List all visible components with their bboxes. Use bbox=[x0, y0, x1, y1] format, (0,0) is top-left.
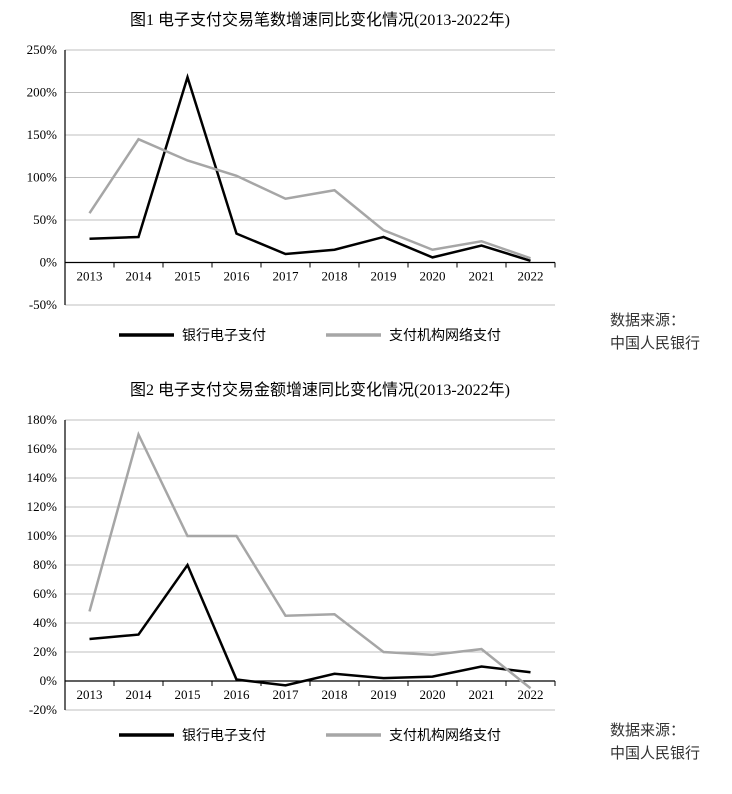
x-tick-label: 2017 bbox=[273, 687, 300, 702]
y-tick-label: 0% bbox=[40, 673, 58, 688]
x-tick-label: 2015 bbox=[175, 269, 201, 284]
y-tick-label: 180% bbox=[27, 412, 58, 427]
series-line bbox=[90, 139, 531, 258]
x-tick-label: 2017 bbox=[273, 269, 300, 284]
source-value-2: 中国人民银行 bbox=[610, 746, 700, 762]
chart1-title: 图1 电子支付交易笔数增速同比变化情况(2013-2022年) bbox=[20, 6, 620, 30]
source-label-1: 数据来源： bbox=[610, 313, 685, 329]
x-tick-label: 2021 bbox=[469, 269, 495, 284]
y-tick-label: 0% bbox=[40, 255, 58, 270]
y-tick-label: 60% bbox=[33, 586, 57, 601]
y-tick-label: -20% bbox=[29, 702, 57, 717]
source-label-2: 数据来源： bbox=[610, 723, 685, 739]
series-line bbox=[90, 565, 531, 685]
x-tick-label: 2019 bbox=[371, 269, 397, 284]
legend-label: 银行电子支付 bbox=[182, 328, 266, 344]
chart1-source: 数据来源： 中国人民银行 bbox=[610, 310, 700, 355]
chart1-svg: -50% 0% 50% 100% 150% 200% 250% 2013 2014 2015 201… bbox=[0, 30, 600, 365]
x-tick-label: 2022 bbox=[518, 269, 544, 284]
y-tick-label: 50% bbox=[33, 212, 57, 227]
legend-label: 支付机构网络支付 bbox=[389, 728, 501, 744]
x-tick-label: 2021 bbox=[469, 687, 495, 702]
x-tick-label: 2019 bbox=[371, 687, 397, 702]
x-tick-label: 2018 bbox=[322, 687, 348, 702]
y-tick-label: 40% bbox=[33, 615, 57, 630]
series-line bbox=[90, 435, 531, 689]
y-tick-label: -50% bbox=[29, 297, 57, 312]
chart2-svg: -20% 0% 20% 40% 60% 80% 100% 120% 140% 160% 180% 20… bbox=[0, 400, 600, 770]
y-tick-label: 100% bbox=[27, 528, 58, 543]
x-tick-label: 2016 bbox=[224, 687, 251, 702]
x-tick-label: 2014 bbox=[126, 269, 153, 284]
source-value-1: 中国人民银行 bbox=[610, 336, 700, 352]
chart1-block: 图1 电子支付交易笔数增速同比变化情况(2013-2022年) -50% 0% 50… bbox=[0, 0, 620, 365]
x-tick-label: 2015 bbox=[175, 687, 201, 702]
y-tick-label: 80% bbox=[33, 557, 57, 572]
x-tick-label: 2022 bbox=[518, 687, 544, 702]
y-tick-label: 20% bbox=[33, 644, 57, 659]
legend-label: 支付机构网络支付 bbox=[389, 328, 501, 344]
x-tick-label: 2014 bbox=[126, 687, 153, 702]
x-tick-label: 2013 bbox=[77, 269, 103, 284]
y-tick-label: 160% bbox=[27, 441, 58, 456]
y-tick-label: 140% bbox=[27, 470, 58, 485]
x-tick-label: 2020 bbox=[420, 687, 446, 702]
chart2-title: 图2 电子支付交易金额增速同比变化情况(2013-2022年) bbox=[20, 376, 620, 400]
chart2-source: 数据来源： 中国人民银行 bbox=[610, 720, 700, 765]
page: 图1 电子支付交易笔数增速同比变化情况(2013-2022年) -50% 0% 50… bbox=[0, 0, 732, 794]
legend-label: 银行电子支付 bbox=[182, 728, 266, 744]
x-tick-label: 2013 bbox=[77, 687, 103, 702]
y-tick-label: 150% bbox=[27, 127, 58, 142]
series-line bbox=[90, 77, 531, 261]
chart2-block: 图2 电子支付交易金额增速同比变化情况(2013-2022年) -20% 0% 20… bbox=[0, 370, 620, 770]
y-tick-label: 250% bbox=[27, 42, 58, 57]
x-tick-label: 2020 bbox=[420, 269, 446, 284]
y-tick-label: 100% bbox=[27, 170, 58, 185]
x-tick-label: 2016 bbox=[224, 269, 251, 284]
y-tick-label: 200% bbox=[27, 85, 58, 100]
y-tick-label: 120% bbox=[27, 499, 58, 514]
x-tick-label: 2018 bbox=[322, 269, 348, 284]
